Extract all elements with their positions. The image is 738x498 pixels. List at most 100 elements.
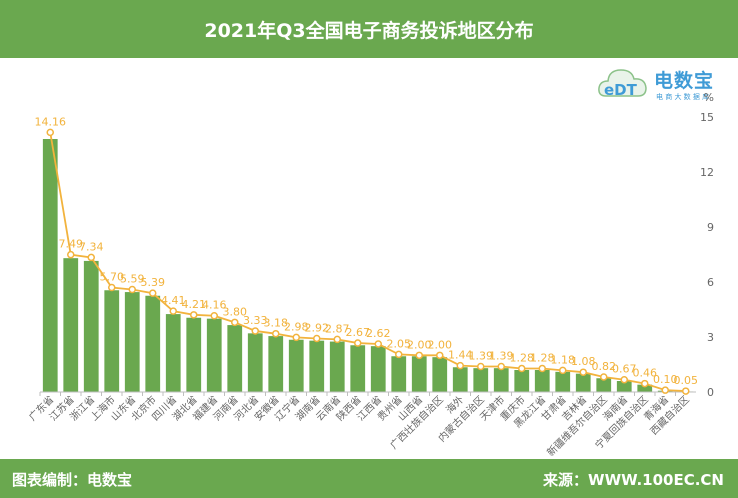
bar bbox=[452, 367, 468, 392]
data-label: 3.80 bbox=[223, 305, 248, 318]
data-label: 14.16 bbox=[35, 115, 67, 128]
data-label: 2.98 bbox=[284, 320, 309, 333]
line-point bbox=[272, 329, 280, 338]
y-tick-label: 3 bbox=[707, 331, 714, 344]
line-point bbox=[518, 364, 526, 373]
data-label: 5.39 bbox=[141, 276, 166, 289]
bar bbox=[616, 381, 632, 392]
data-label: 0.10 bbox=[653, 373, 678, 386]
line-point bbox=[149, 289, 157, 297]
bar bbox=[63, 258, 79, 392]
line-point bbox=[354, 339, 362, 347]
bar bbox=[268, 336, 284, 392]
line-point bbox=[661, 386, 669, 394]
line-point bbox=[395, 350, 403, 359]
data-label: 2.00 bbox=[428, 338, 453, 351]
data-label: 4.21 bbox=[182, 298, 207, 311]
line-point bbox=[374, 340, 382, 348]
data-label: 0.82 bbox=[592, 360, 617, 373]
bar bbox=[309, 340, 325, 392]
bar-series bbox=[42, 139, 694, 392]
data-label: 4.16 bbox=[202, 299, 227, 312]
line-point bbox=[456, 361, 464, 370]
footer-credit: 图表编制：电数宝 bbox=[12, 471, 133, 489]
footer-source: 来源：WWW.100EC.CN bbox=[543, 471, 724, 489]
bar bbox=[575, 373, 591, 392]
data-label: 1.44 bbox=[448, 349, 473, 362]
data-label: 7.34 bbox=[79, 240, 104, 253]
data-label: 2.00 bbox=[407, 338, 432, 351]
line-point bbox=[333, 335, 341, 344]
logo-subtitle: 电 商 大 数 据 库 bbox=[656, 93, 710, 101]
bar bbox=[206, 318, 222, 392]
bar bbox=[104, 290, 120, 392]
bar bbox=[124, 292, 140, 392]
bar bbox=[145, 295, 161, 392]
x-tick-labels: 广东省江苏省浙江省上海市山东省北京市四川省湖北省福建省河南省河北省安徽省辽宁省湖… bbox=[26, 393, 692, 459]
bar bbox=[227, 325, 243, 392]
x-axis bbox=[39, 391, 696, 396]
bar bbox=[350, 345, 366, 392]
line-point bbox=[108, 283, 116, 292]
data-label: 1.28 bbox=[530, 352, 555, 365]
bar bbox=[473, 368, 489, 392]
bar bbox=[534, 370, 550, 392]
bar bbox=[186, 317, 202, 392]
line-point bbox=[67, 250, 75, 259]
bar bbox=[42, 139, 58, 392]
line-point bbox=[292, 333, 300, 342]
line-point bbox=[128, 285, 136, 294]
bar bbox=[637, 384, 653, 392]
bar bbox=[329, 341, 345, 392]
line-point bbox=[231, 318, 239, 327]
line-point bbox=[620, 375, 628, 384]
data-label: 0.46 bbox=[633, 367, 658, 380]
line-point bbox=[600, 373, 608, 381]
data-label: 1.39 bbox=[469, 350, 494, 363]
bar bbox=[514, 370, 530, 392]
data-label: 2.92 bbox=[305, 321, 330, 334]
line-point bbox=[251, 327, 259, 335]
data-label: 1.08 bbox=[571, 355, 596, 368]
data-label: 3.33 bbox=[243, 314, 268, 327]
chart-title-bar: 2021年Q3全国电子商务投诉地区分布 bbox=[0, 0, 738, 58]
line-point bbox=[169, 307, 177, 315]
line-point bbox=[682, 387, 690, 395]
line-point bbox=[497, 362, 505, 371]
bar bbox=[555, 371, 571, 392]
y-tick-label: 12 bbox=[700, 166, 714, 179]
chart-title: 2021年Q3全国电子商务投诉地区分布 bbox=[204, 19, 534, 42]
y-tick-label: 6 bbox=[707, 276, 714, 289]
y-unit-label: % bbox=[704, 91, 714, 104]
data-label: 5.59 bbox=[120, 273, 145, 286]
line-point bbox=[538, 364, 546, 373]
data-label: 2.05 bbox=[387, 337, 412, 350]
line-point bbox=[210, 311, 218, 320]
bar bbox=[411, 356, 427, 392]
data-labels: 14.16 7.497.34 5.705.595.39 4.414.214.163.8… bbox=[35, 115, 699, 387]
line-point bbox=[415, 351, 423, 360]
data-label: 3.18 bbox=[264, 317, 289, 330]
y-tick-label: 0 bbox=[707, 386, 714, 399]
y-tick-label: 15 bbox=[700, 111, 714, 124]
data-label: 4.41 bbox=[161, 294, 186, 307]
bar bbox=[432, 357, 448, 392]
data-label: 7.49 bbox=[59, 238, 84, 251]
y-axis: 0 3 6 9 12 15% bbox=[700, 91, 714, 399]
data-label: 0.05 bbox=[674, 374, 699, 387]
data-label: 0.67 bbox=[612, 363, 637, 376]
cloud-logo-icon: eDT bbox=[598, 69, 647, 99]
line-point bbox=[87, 253, 95, 262]
line-point bbox=[190, 311, 198, 319]
bar bbox=[165, 314, 181, 392]
data-label: 2.87 bbox=[325, 322, 350, 335]
bar bbox=[391, 356, 407, 392]
logo-wordmark: 电数宝 bbox=[654, 70, 715, 92]
bar bbox=[247, 333, 263, 392]
logo-mark-text: eDT bbox=[604, 81, 638, 99]
bar bbox=[83, 260, 99, 392]
data-label: 1.39 bbox=[489, 350, 514, 363]
footer-bar: 图表编制：电数宝 来源：WWW.100EC.CN bbox=[0, 459, 738, 498]
line-point bbox=[436, 351, 444, 360]
